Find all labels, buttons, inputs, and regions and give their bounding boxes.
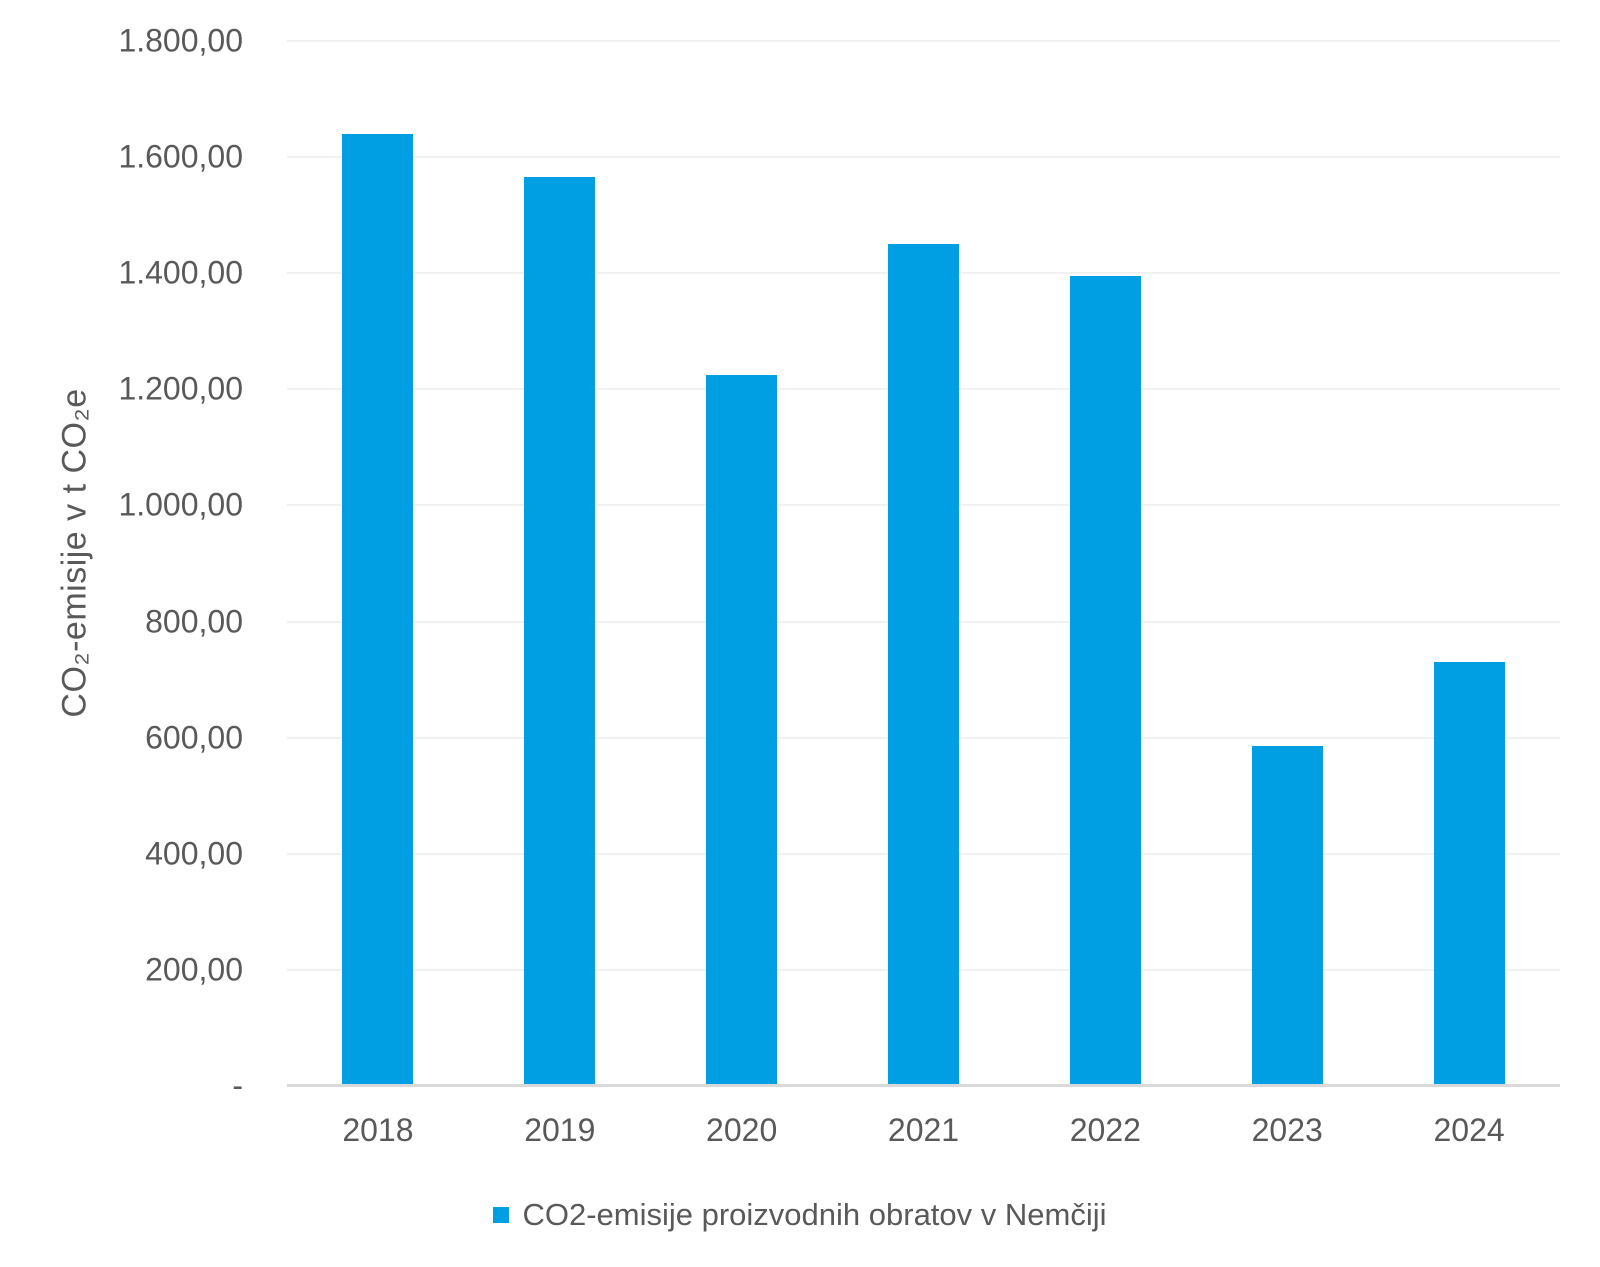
gridline — [287, 40, 1560, 42]
x-axis-line — [287, 1084, 1560, 1087]
y-tick-label: 400,00 — [145, 835, 243, 872]
bar-2019 — [524, 177, 596, 1086]
y-axis-tick-labels: 1.800,00 1.600,00 1.400,00 1.200,00 1.000,00… — [0, 23, 243, 1104]
x-axis-tick-labels: 2018 2019 2020 2021 2022 2023 2024 — [287, 1112, 1560, 1162]
y-tick-label: 1.200,00 — [118, 370, 243, 407]
legend-swatch-icon — [493, 1207, 510, 1223]
y-tick-label: 200,00 — [145, 951, 243, 988]
bar-2018 — [342, 133, 414, 1086]
bar-2023 — [1251, 746, 1323, 1086]
legend-series-label: CO2-emisije proizvodnih obratov v Nemčij… — [522, 1197, 1107, 1232]
y-tick-label: 1.800,00 — [118, 22, 243, 59]
y-tick-label: 600,00 — [145, 719, 243, 756]
x-tick-label: 2021 — [887, 1112, 960, 1148]
bar-2022 — [1069, 276, 1141, 1086]
y-tick-label: - — [232, 1067, 243, 1104]
gridline — [287, 156, 1560, 159]
x-tick-label: 2022 — [1069, 1112, 1141, 1148]
y-tick-label: 800,00 — [145, 603, 243, 640]
chart-legend: CO2-emisije proizvodnih obratov v Nemčij… — [0, 1192, 1600, 1238]
x-tick-label: 2018 — [342, 1112, 414, 1148]
x-tick-label: 2024 — [1433, 1112, 1505, 1148]
bar-2021 — [888, 244, 959, 1086]
y-tick-label: 1.400,00 — [118, 254, 243, 291]
x-tick-label: 2020 — [706, 1112, 778, 1148]
bar-2024 — [1433, 662, 1505, 1086]
x-tick-label: 2019 — [524, 1112, 596, 1148]
plot-area — [287, 40, 1560, 1087]
y-tick-label: 1.000,00 — [118, 486, 243, 523]
bar-2020 — [706, 374, 778, 1086]
x-tick-label: 2023 — [1251, 1112, 1323, 1148]
y-tick-label: 1.600,00 — [118, 138, 243, 175]
